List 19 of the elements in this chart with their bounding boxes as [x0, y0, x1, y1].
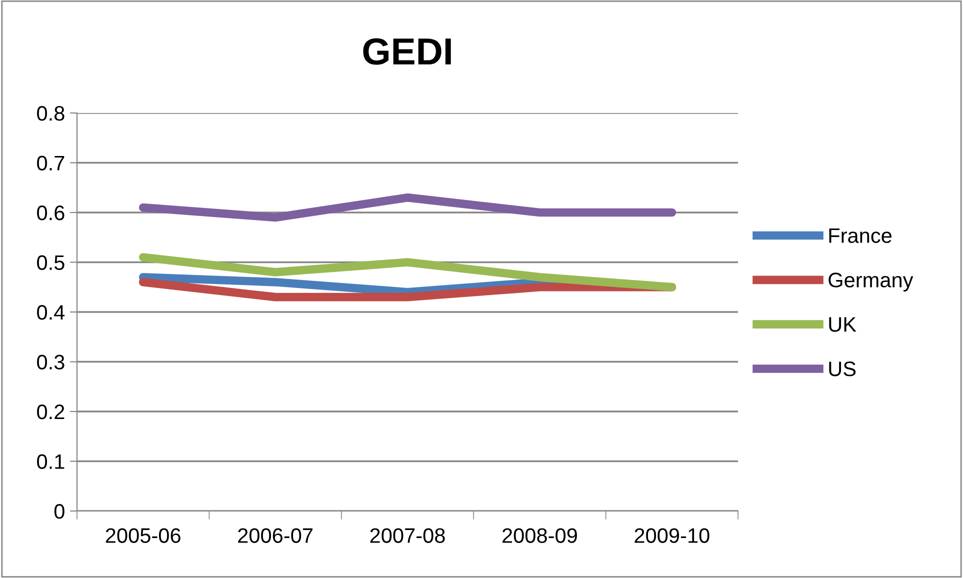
x-tick-label: 2008-09 [502, 528, 577, 543]
x-tick-label: 2009-10 [634, 528, 710, 543]
x-tick-label: 2006-07 [238, 528, 312, 543]
y-tick-label: 0.8 [37, 106, 64, 121]
chart-title: GEDI [363, 38, 451, 65]
y-tick-label: 0.7 [37, 156, 64, 171]
y-tick-label: 0.5 [37, 255, 64, 270]
y-tick-label: 0.2 [37, 404, 64, 420]
y-tick-label: 0.4 [37, 305, 65, 320]
y-tick-label: 0.1 [37, 454, 64, 470]
legend-label: UK [829, 317, 856, 332]
y-tick-label: 0 [54, 504, 64, 519]
x-tick-label: 2007-08 [370, 528, 445, 543]
y-tick-label: 0.3 [37, 354, 64, 370]
legend-label: Germany [828, 272, 914, 292]
x-tick-label: 2005-06 [106, 528, 180, 543]
y-tick-label: 0.6 [37, 206, 64, 220]
legend-label: US [829, 362, 856, 376]
legend-label: France [829, 228, 892, 243]
